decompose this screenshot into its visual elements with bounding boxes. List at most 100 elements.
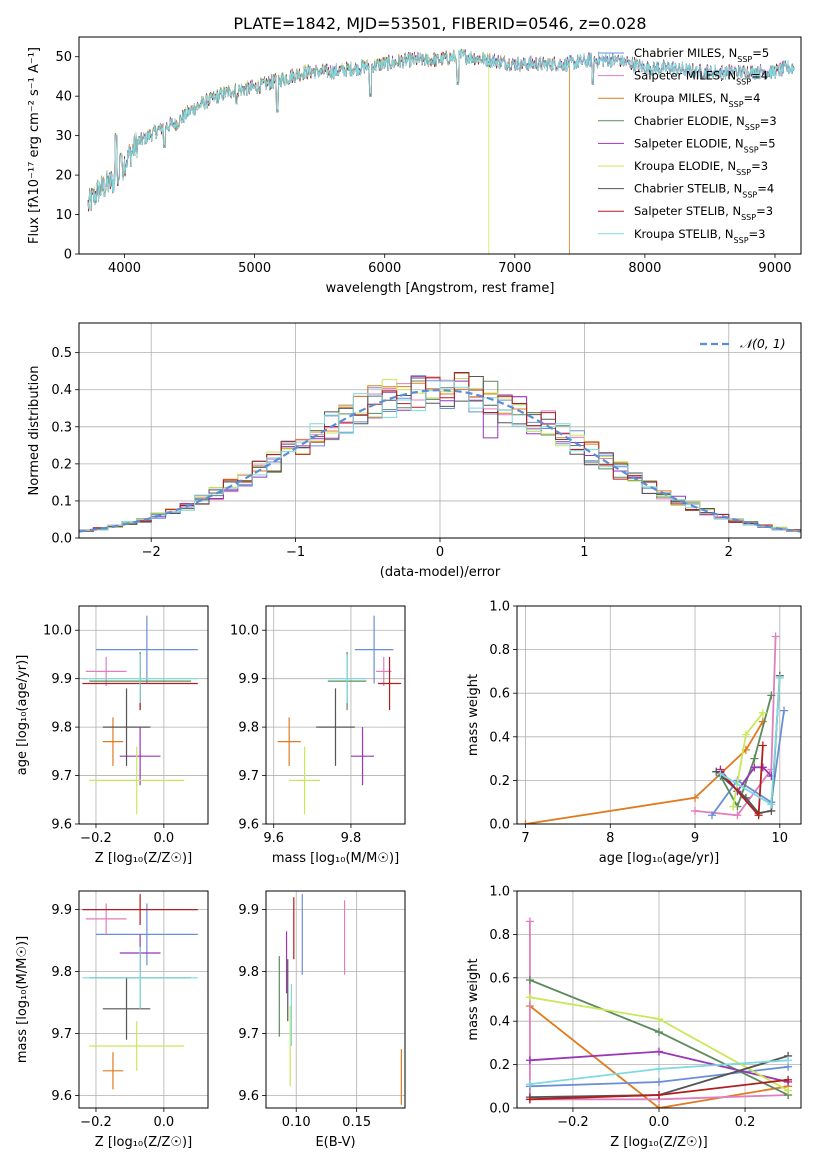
- y-tick-label: 0.1: [51, 494, 72, 509]
- y-tick-label: 9.9: [238, 672, 259, 687]
- weight-vs-Z-plot-area: [517, 891, 801, 1112]
- weight-vs-age-data: [521, 633, 788, 828]
- x-tick-label: 7000: [498, 261, 531, 276]
- y-tick-label: 0.8: [489, 643, 510, 658]
- weight-marker: [655, 1065, 663, 1073]
- x-tick-label: 9.6: [263, 831, 284, 846]
- age-vs-mass-data: [278, 616, 402, 815]
- age-vs-Z-axes: −0.2 0.09.69.79.89.910.0Z [log₁₀(Z/Z☉)]ag…: [15, 606, 208, 866]
- y-tick-label: 1.0: [489, 600, 510, 615]
- legend-label: Kroupa MILES, NSSP=4: [634, 91, 760, 109]
- legend-label: Salpeter STELIB, NSSP=3: [634, 204, 773, 222]
- y-tick-label: 9.7: [238, 1027, 259, 1042]
- legend-label: Kroupa ELODIE, NSSP=3: [634, 159, 768, 177]
- weight-vs-Z-axes: −0.2 0.0 0.2 0.0 0.2 0.4 0.6 0.8 1.0 Z [log₁₀(Z/Z…: [466, 885, 801, 1151]
- legend-label: Chabrier STELIB, NSSP=4: [634, 182, 774, 200]
- y-tick-label: 0.0: [51, 532, 72, 547]
- y-tick-label: 9.9: [51, 903, 72, 918]
- y-tick-label: 9.6: [51, 1089, 72, 1104]
- y-tick-label: 10: [55, 208, 72, 223]
- weight-marker: [655, 1078, 663, 1086]
- weight-marker: [780, 707, 788, 715]
- y-tick-label: 9.6: [238, 818, 259, 833]
- y-tick-label: 9.7: [238, 769, 259, 784]
- y-tick-label: 9.8: [51, 965, 72, 980]
- weight-marker: [691, 807, 699, 815]
- weight-marker: [526, 1056, 534, 1064]
- age-vs-Z-frame: [79, 606, 208, 824]
- y-tick-label: 20: [55, 169, 72, 184]
- x-tick-label: 9: [691, 831, 699, 846]
- age-vs-Z-plot-area: [79, 606, 208, 824]
- weight-marker: [655, 1091, 663, 1099]
- spectrum-axes: 4000 5000 6000 7000 8000 9000 0 10 20 30 40 50 wavel…: [27, 37, 801, 296]
- x-axis-label: (data-model)/error: [380, 565, 501, 580]
- figure-title: PLATE=1842, MJD=53501, FIBERID=0546, z=0…: [233, 14, 646, 33]
- spectrum-line-kroupa-elodie: [88, 49, 489, 254]
- gaussian-legend-label: 𝒩(0, 1): [740, 336, 786, 351]
- y-tick-label: 1.0: [489, 885, 510, 900]
- x-tick-label: 5000: [238, 261, 271, 276]
- y-tick-label: 0.2: [489, 774, 510, 789]
- y-tick-label: 50: [55, 50, 72, 65]
- mass-vs-Z-plot-area: [79, 891, 208, 1108]
- y-tick-label: 0.4: [51, 383, 72, 398]
- y-tick-label: 9.9: [51, 672, 72, 687]
- x-tick-label: −1: [286, 545, 305, 560]
- y-axis-label: mass weight: [466, 958, 481, 1040]
- y-tick-label: 0.4: [489, 1015, 510, 1030]
- residuals-plot-area: [79, 323, 801, 538]
- x-tick-label: 7: [521, 831, 529, 846]
- y-tick-label: 9.8: [238, 721, 259, 736]
- x-tick-label: 2: [725, 545, 733, 560]
- y-tick-label: 9.9: [238, 903, 259, 918]
- y-axis-label: age [log₁₀(age/yr)]: [15, 655, 30, 776]
- y-tick-label: 9.6: [51, 818, 72, 833]
- y-tick-label: 0.2: [489, 1058, 510, 1073]
- x-tick-label: 0: [436, 545, 444, 560]
- weight-marker: [772, 633, 780, 641]
- x-tick-label: 8000: [628, 261, 661, 276]
- y-axis-label: mass [log₁₀(M/M☉)]: [15, 936, 30, 1063]
- y-tick-label: 0.2: [51, 457, 72, 472]
- y-tick-label: 9.7: [51, 769, 72, 784]
- y-axis-label: Flux [fλ10⁻¹⁷ erg cm⁻² s⁻¹ A⁻¹]: [27, 47, 42, 244]
- weight-vs-age-plot-area: [517, 606, 801, 828]
- y-tick-label: 9.8: [238, 965, 259, 980]
- x-tick-label: 0.15: [342, 1115, 371, 1130]
- y-tick-label: 0.4: [489, 730, 510, 745]
- spectrum-line-kroupa-miles: [88, 50, 569, 254]
- y-tick-label: 9.8: [51, 721, 72, 736]
- x-tick-label: 0.2: [735, 1115, 756, 1130]
- weight-marker: [759, 742, 767, 750]
- y-tick-label: 0: [64, 248, 72, 263]
- x-tick-label: 0.10: [282, 1115, 311, 1130]
- x-tick-label: 9.8: [341, 831, 362, 846]
- age-vs-Z-data: [82, 616, 197, 815]
- y-axis-label: Normed distribution: [27, 366, 42, 496]
- weight-vs-age-axes: 7 8 9 10 0.0 0.2 0.4 0.6 0.8 1.0 age [log₁₀(age/yr…: [466, 600, 801, 867]
- weight-marker: [655, 1028, 663, 1036]
- x-tick-label: −0.2: [80, 1115, 112, 1130]
- legend-label: Chabrier MILES, NSSP=5: [634, 46, 769, 64]
- y-tick-label: 0.8: [489, 928, 510, 943]
- x-tick-label: 1: [580, 545, 588, 560]
- x-tick-label: 0.0: [154, 831, 175, 846]
- x-axis-label: wavelength [Angstrom, rest frame]: [326, 281, 555, 296]
- weight-marker: [526, 976, 534, 984]
- weight-marker: [655, 1048, 663, 1056]
- weight-marker: [526, 993, 534, 1001]
- mass-vs-ebv-data: [279, 894, 401, 1105]
- legend-label: Salpeter ELODIE, NSSP=5: [634, 136, 776, 154]
- mass-vs-Z-data: [82, 894, 197, 1089]
- y-tick-label: 0.6: [489, 687, 510, 702]
- x-axis-label: Z [log₁₀(Z/Z☉)]: [95, 851, 192, 866]
- weight-vs-age-frame: [517, 606, 801, 824]
- y-tick-label: 30: [55, 129, 72, 144]
- y-tick-label: 0.6: [489, 971, 510, 986]
- legend-label: Chabrier ELODIE, NSSP=3: [634, 114, 777, 132]
- x-tick-label: 6000: [368, 261, 401, 276]
- mass-vs-Z-frame: [79, 891, 208, 1108]
- x-tick-label: 8: [606, 831, 614, 846]
- x-tick-label: 0.0: [649, 1115, 670, 1130]
